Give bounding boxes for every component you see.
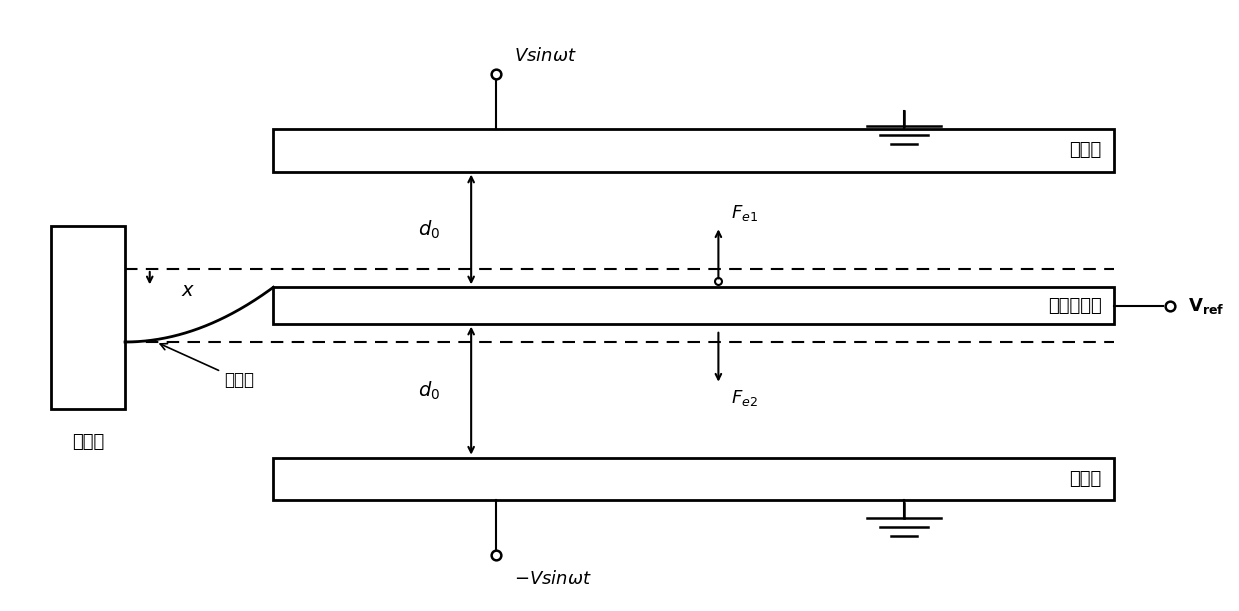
- Text: $F_{e2}$: $F_{e2}$: [731, 387, 757, 408]
- Bar: [274, 129, 1114, 172]
- Bar: [51, 227, 125, 409]
- Text: 固定锄: 固定锄: [72, 433, 104, 452]
- Text: $V sin\omega t$: $V sin\omega t$: [514, 47, 577, 65]
- Text: 机械梁: 机械梁: [160, 343, 254, 389]
- Text: $-V sin\omega t$: $-V sin\omega t$: [514, 570, 592, 588]
- Text: $F_{e1}$: $F_{e1}$: [731, 203, 758, 224]
- Text: $\mathbf{V_{ref}}$: $\mathbf{V_{ref}}$: [1188, 296, 1224, 315]
- Text: 下级板: 下级板: [1069, 470, 1101, 488]
- Bar: [274, 287, 1114, 324]
- Text: $x$: $x$: [181, 281, 195, 300]
- Text: $d_0$: $d_0$: [418, 218, 440, 241]
- Bar: [274, 458, 1114, 500]
- Text: 上极板: 上极板: [1069, 141, 1101, 159]
- Text: 惯性质量块: 惯性质量块: [1048, 296, 1101, 315]
- Text: $d_0$: $d_0$: [418, 379, 440, 402]
